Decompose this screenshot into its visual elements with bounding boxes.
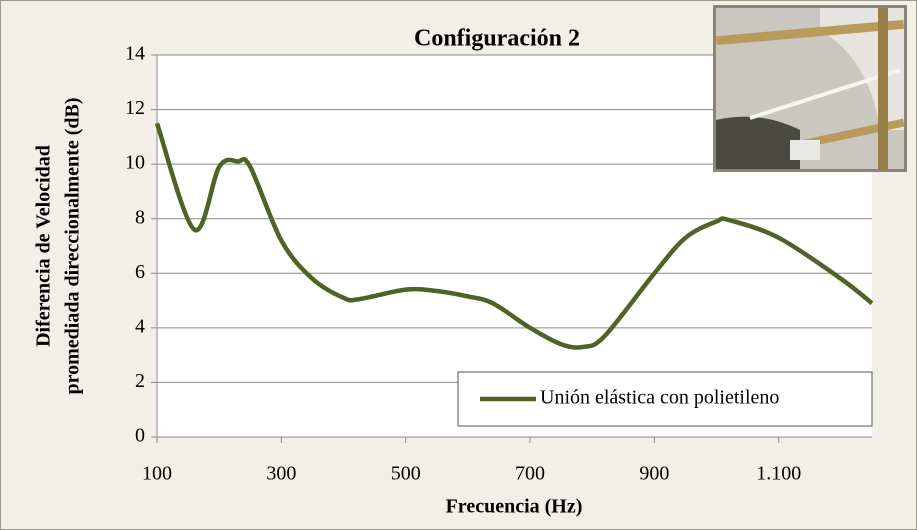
y-tick-label: 12 <box>125 97 145 119</box>
x-axis-label: Frecuencia (Hz) <box>446 496 583 518</box>
y-tick-label: 4 <box>135 315 145 337</box>
x-tick-label: 900 <box>639 463 669 485</box>
x-tick-label: 500 <box>391 463 421 485</box>
x-tick-label: 700 <box>515 463 545 485</box>
y-tick-label: 0 <box>135 425 145 447</box>
photo-post <box>878 8 888 169</box>
y-tick-label: 8 <box>135 206 145 228</box>
chart-title: Configuración 2 <box>414 26 580 52</box>
y-tick-label: 6 <box>135 261 145 283</box>
photo-pipe <box>790 140 820 160</box>
photo-floor <box>716 116 800 169</box>
y-axis-label: Diferencia de Velocidad <box>33 145 55 347</box>
y-axis-label: promediada direccionalmente (dB) <box>62 97 84 394</box>
x-tick-label: 1.100 <box>756 463 801 485</box>
photo-beam <box>716 19 905 46</box>
y-tick-label: 2 <box>135 370 145 392</box>
x-tick-label: 300 <box>266 463 296 485</box>
photo-rod <box>749 68 901 120</box>
y-tick-label: 14 <box>125 43 145 65</box>
data-line <box>154 122 874 350</box>
x-tick-label: 100 <box>142 463 172 485</box>
y-tick-label: 10 <box>125 152 145 174</box>
legend-label: Unión elástica con polietileno <box>540 387 779 409</box>
photo-beam <box>795 118 905 150</box>
inset-photo <box>713 5 907 172</box>
